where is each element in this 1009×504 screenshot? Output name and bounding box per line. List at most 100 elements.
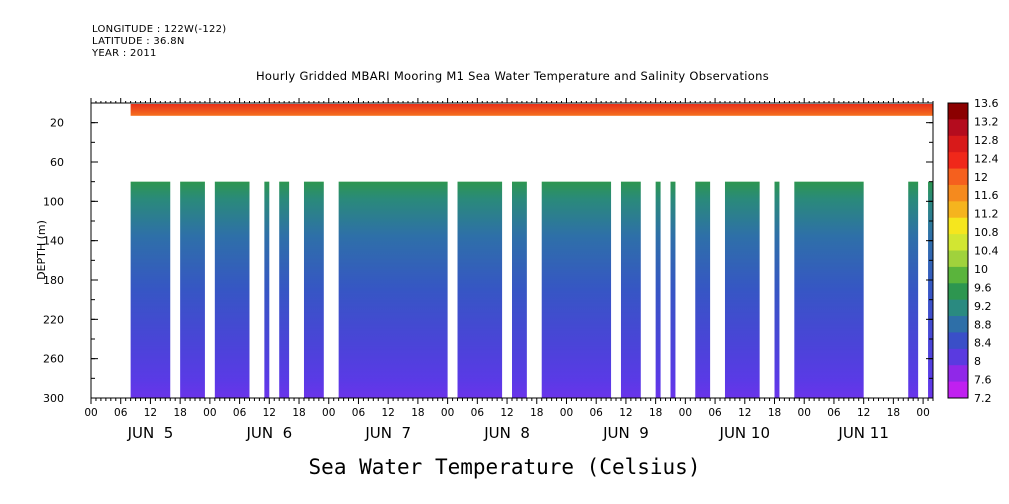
colorbar-label: 11.6 (974, 189, 999, 202)
y-tick-label: 220 (43, 313, 64, 326)
x-tick-label: 18 (649, 407, 662, 419)
colorbar-swatch (948, 103, 968, 120)
data-segment (512, 181, 527, 398)
x-day-label: JUN 10 (719, 424, 770, 442)
x-tick-label: 18 (173, 407, 186, 419)
colorbar-label: 9.6 (974, 281, 992, 294)
x-tick-label: 12 (738, 407, 751, 419)
colorbar-label: 10.8 (974, 226, 999, 239)
y-tick-label: 60 (50, 156, 64, 169)
variable-title: Sea Water Temperature (Celsius) (308, 455, 701, 479)
colorbar-label: 13.2 (974, 115, 999, 128)
x-tick-label: 12 (263, 407, 276, 419)
data-segment (541, 181, 612, 398)
colorbar-swatch (948, 348, 968, 366)
x-day-label: JUN 11 (837, 424, 888, 442)
x-tick-label: 06 (233, 407, 247, 419)
x-day-label: JUN 8 (483, 424, 530, 442)
colorbar-swatch (948, 332, 968, 350)
colorbar-swatch (948, 365, 968, 383)
data-segment (264, 181, 270, 398)
data-segment (794, 181, 864, 398)
colorbar-swatch (948, 266, 968, 284)
x-tick-label: 00 (322, 407, 335, 419)
colorbar-label: 12.8 (974, 134, 999, 147)
colorbar-swatch (948, 316, 968, 333)
colorbar-swatch (948, 217, 968, 235)
latitude-label: LATITUDE : 36.8N (92, 36, 185, 47)
x-tick-label: 12 (144, 407, 157, 419)
y-tick-label: 140 (43, 235, 64, 248)
colorbar-swatch (948, 184, 968, 202)
x-tick-label: 00 (203, 407, 216, 419)
data-segment (214, 181, 250, 398)
y-tick-label: 260 (43, 353, 64, 366)
x-tick-label: 18 (887, 407, 900, 419)
x-tick-label: 18 (292, 407, 305, 419)
colorbar-label: 12 (974, 171, 988, 184)
data-segment (303, 181, 324, 398)
x-tick-label: 00 (916, 407, 929, 419)
x-tick-label: 12 (857, 407, 870, 419)
colorbar-label: 13.6 (974, 97, 999, 110)
x-tick-label: 18 (768, 407, 781, 419)
data-segment (928, 181, 933, 398)
colorbar-label: 8.4 (974, 337, 992, 350)
colorbar-label: 12.4 (974, 152, 999, 165)
colorbar: 13.6 13.2 12.8 12.4 12 11.6 11.2 10.8 10.4 10 9.6 9… (947, 97, 999, 405)
x-tick-label: 18 (411, 407, 424, 419)
data-segment (908, 181, 919, 398)
x-tick-label: 00 (679, 407, 692, 419)
data-segment (695, 181, 711, 398)
colorbar-swatch (948, 119, 968, 137)
x-tick-label: 00 (84, 407, 97, 419)
x-day-label: JUN 9 (602, 424, 649, 442)
axes: 20 60 100 140 180 220 260 300 DEPTH (m) 00 06 12 18 0… (35, 98, 934, 442)
y-tick-label: 20 (50, 117, 64, 130)
colorbar-label: 7.6 (974, 374, 992, 387)
data-segment (180, 181, 205, 398)
colorbar-swatch (948, 250, 968, 268)
colorbar-swatch (948, 135, 968, 153)
data-segment (338, 181, 448, 398)
x-tick-label: 00 (560, 407, 573, 419)
x-tick-label: 12 (500, 407, 513, 419)
colorbar-label: 8 (974, 355, 981, 368)
data-segment (130, 181, 171, 398)
y-tick-label: 180 (43, 274, 64, 287)
x-tick-label: 06 (590, 407, 604, 419)
colorbar-swatch (948, 201, 968, 219)
colorbar-label: 10 (974, 263, 988, 276)
x-tick-label: 06 (352, 407, 366, 419)
colorbar-label: 8.8 (974, 318, 992, 331)
data-segment (774, 181, 780, 398)
data-segment (670, 181, 676, 398)
x-tick-label: 12 (619, 407, 632, 419)
colorbar-label: 10.4 (974, 245, 999, 258)
y-tick-label: 100 (43, 195, 64, 208)
data-segment (724, 181, 760, 398)
metadata-block: LONGITUDE : 122W(-122) LATITUDE : 36.8N … (92, 24, 227, 60)
data-segment (457, 181, 503, 398)
year-label: YEAR : 2011 (92, 48, 157, 59)
colorbar-label: 11.2 (974, 208, 999, 221)
chart-title: Hourly Gridded MBARI Mooring M1 Sea Wate… (255, 69, 770, 83)
data-segment (279, 181, 290, 398)
y-tick-label: 300 (43, 392, 64, 405)
x-tick-label: 06 (708, 407, 722, 419)
colorbar-swatch (948, 152, 968, 170)
x-tick-label: 06 (827, 407, 841, 419)
surface-temperature-band (130, 104, 933, 116)
colorbar-swatch (948, 299, 968, 317)
x-tick-label: 06 (114, 407, 128, 419)
x-day-label: JUN 6 (245, 424, 292, 442)
colorbar-swatch (948, 234, 968, 251)
data-segment (655, 181, 661, 398)
colorbar-swatch (948, 168, 968, 186)
colorbar-swatch (948, 381, 968, 399)
x-day-label: JUN 7 (364, 424, 411, 442)
x-tick-label: 00 (798, 407, 811, 419)
data-segment (620, 181, 641, 398)
x-day-label: JUN 5 (127, 424, 174, 442)
